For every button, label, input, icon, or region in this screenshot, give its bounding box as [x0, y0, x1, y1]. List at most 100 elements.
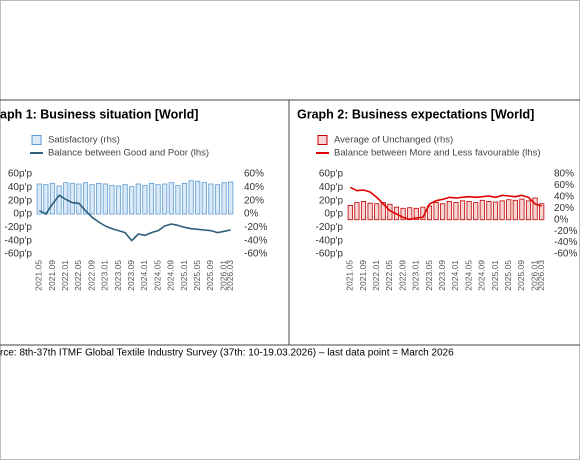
- y2-tick-label: 80%: [554, 169, 574, 180]
- bar: [135, 183, 141, 215]
- bar: [433, 202, 439, 221]
- legend-label: Average of Unchanged (rhs): [334, 135, 453, 146]
- bar: [181, 182, 188, 215]
- source-note: rce: 8th-37th ITMF Global Textile Indust…: [0, 348, 454, 359]
- bar: [56, 185, 62, 215]
- bar: [148, 182, 155, 215]
- x-tick-label: 2025.01: [179, 260, 189, 291]
- legend-label: Satisfactory (rhs): [48, 135, 120, 146]
- legend-swatch: [317, 135, 328, 145]
- y2-tick-label: -40%: [244, 235, 267, 246]
- bar: [466, 201, 472, 221]
- legend-swatch: [31, 135, 42, 145]
- bar: [407, 207, 413, 221]
- y-tick-label: -60p'p: [316, 249, 344, 260]
- y-tick-label: 40p'p: [8, 182, 33, 193]
- bar: [168, 182, 174, 215]
- bar: [374, 203, 380, 221]
- bar: [512, 199, 518, 221]
- bar: [96, 182, 102, 215]
- y2-tick-label: 60%: [244, 169, 264, 180]
- bar: [221, 182, 227, 215]
- bar: [459, 200, 466, 221]
- y2-tick-label: 40%: [244, 182, 264, 193]
- x-tick-label: 2026.03: [536, 260, 546, 291]
- bar: [43, 184, 49, 215]
- chart-title: aph 1: Business situation [World]: [0, 107, 198, 121]
- bar: [162, 183, 168, 215]
- bar: [479, 199, 485, 221]
- bar: [492, 201, 499, 221]
- chart-title: Graph 2: Business expectations [World]: [297, 107, 534, 121]
- y-tick-label: 0p'p: [13, 209, 32, 220]
- y2-tick-label: 60%: [554, 180, 574, 191]
- y2-tick-label: -60%: [244, 249, 267, 260]
- y-tick-label: -20p'p: [5, 222, 33, 233]
- x-tick-label: 2024.09: [477, 260, 487, 291]
- x-tick-label: 2026.03: [225, 260, 235, 291]
- x-tick-label: 2022.01: [371, 260, 381, 291]
- bar: [506, 199, 512, 221]
- bar: [354, 202, 360, 221]
- y2-tick-label: -20%: [244, 222, 267, 233]
- x-tick-label: 2023.01: [411, 260, 421, 291]
- y-tick-label: 60p'p: [319, 169, 344, 180]
- y-tick-label: 60p'p: [8, 169, 33, 180]
- line: [38, 194, 231, 242]
- x-tick-label: 2022.05: [73, 260, 83, 291]
- bar: [155, 184, 161, 215]
- y2-tick-label: 40%: [554, 191, 574, 202]
- bar: [400, 207, 406, 221]
- x-tick-label: 2022.01: [60, 260, 70, 291]
- bar: [413, 207, 419, 221]
- y-tick-label: -60p'p: [5, 249, 33, 260]
- bar: [539, 203, 545, 221]
- x-tick-label: 2021.05: [34, 260, 44, 291]
- bar: [109, 184, 115, 215]
- bar: [347, 205, 353, 221]
- bar: [214, 184, 221, 215]
- y2-tick-label: 0%: [244, 209, 259, 220]
- bar: [360, 201, 367, 221]
- bar: [532, 197, 538, 221]
- line: [349, 186, 542, 221]
- bar: [380, 202, 386, 221]
- x-tick-label: 2025.01: [490, 260, 500, 291]
- y2-tick-label: 20%: [554, 203, 574, 214]
- bar: [89, 184, 95, 215]
- bar: [473, 202, 479, 221]
- bar: [36, 183, 42, 215]
- x-tick-label: 2022.05: [384, 260, 394, 291]
- y2-tick-label: 20%: [244, 195, 264, 206]
- bar: [519, 198, 525, 221]
- y-tick-label: 20p'p: [319, 195, 344, 206]
- bar: [195, 180, 201, 215]
- y-tick-label: -40p'p: [5, 235, 33, 246]
- bar: [453, 202, 459, 221]
- x-tick-label: 2024.05: [152, 260, 162, 291]
- y2-tick-label: -20%: [554, 226, 577, 237]
- y2-tick-label: -60%: [554, 249, 577, 260]
- y-tick-label: 0p'p: [324, 209, 343, 220]
- bar: [208, 183, 214, 215]
- x-tick-label: 2025.05: [192, 260, 202, 291]
- x-tick-label: 2023.09: [437, 260, 447, 291]
- bar: [49, 182, 56, 215]
- y2-tick-label: -40%: [554, 237, 577, 248]
- bar: [201, 182, 207, 215]
- bar: [142, 184, 148, 215]
- y2-tick-label: 0%: [554, 214, 569, 225]
- bar: [175, 184, 181, 215]
- x-tick-label: 2024.05: [463, 260, 473, 291]
- x-tick-label: 2021.05: [345, 260, 355, 291]
- bar: [426, 205, 433, 221]
- bar: [115, 185, 122, 215]
- x-tick-label: 2022.09: [397, 260, 407, 291]
- legend-label: Balance between Good and Poor (lhs): [48, 148, 209, 159]
- x-tick-label: 2021.09: [47, 260, 57, 291]
- bar: [122, 184, 128, 215]
- bar: [499, 200, 505, 221]
- bar: [188, 180, 194, 215]
